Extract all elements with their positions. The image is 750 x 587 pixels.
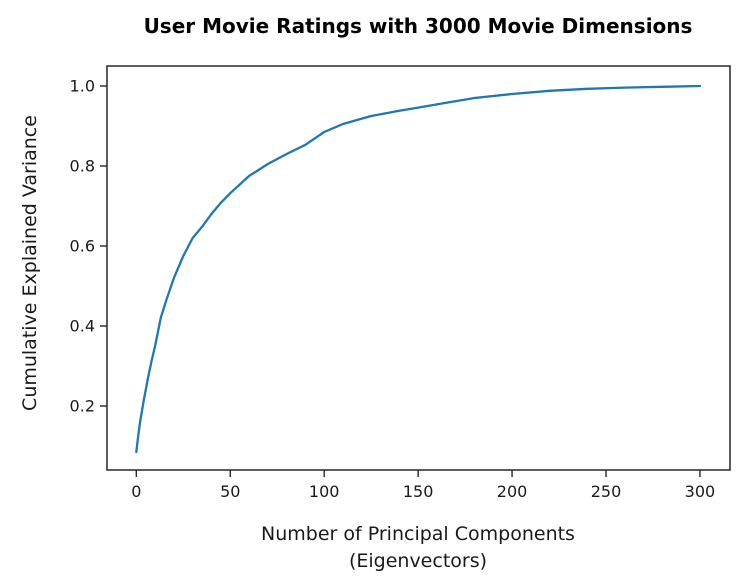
x-axis-label: Number of Principal Components (Eigenvec… (261, 521, 575, 575)
x-tick-label: 50 (220, 482, 240, 501)
axes-frame (106, 65, 731, 471)
x-axis-label-line2: (Eigenvectors) (348, 549, 488, 572)
x-tick-label: 100 (309, 482, 340, 501)
variance-curve (135, 84, 702, 454)
chart-title: User Movie Ratings with 3000 Movie Dimen… (143, 14, 693, 38)
x-tick-label: 0 (131, 482, 141, 501)
x-tick-label: 200 (497, 482, 528, 501)
x-tick-label: 300 (685, 482, 716, 501)
y-tick-label: 0.6 (70, 237, 95, 256)
y-tick-label: 0.8 (70, 157, 95, 176)
y-tick-label: 0.4 (70, 317, 95, 336)
y-tick-label: 0.2 (70, 397, 95, 416)
x-tick-label: 250 (591, 482, 622, 501)
x-tick-label: 150 (403, 482, 434, 501)
y-tick-label: 1.0 (70, 77, 95, 96)
x-axis-label-line1: Number of Principal Components (261, 523, 575, 545)
